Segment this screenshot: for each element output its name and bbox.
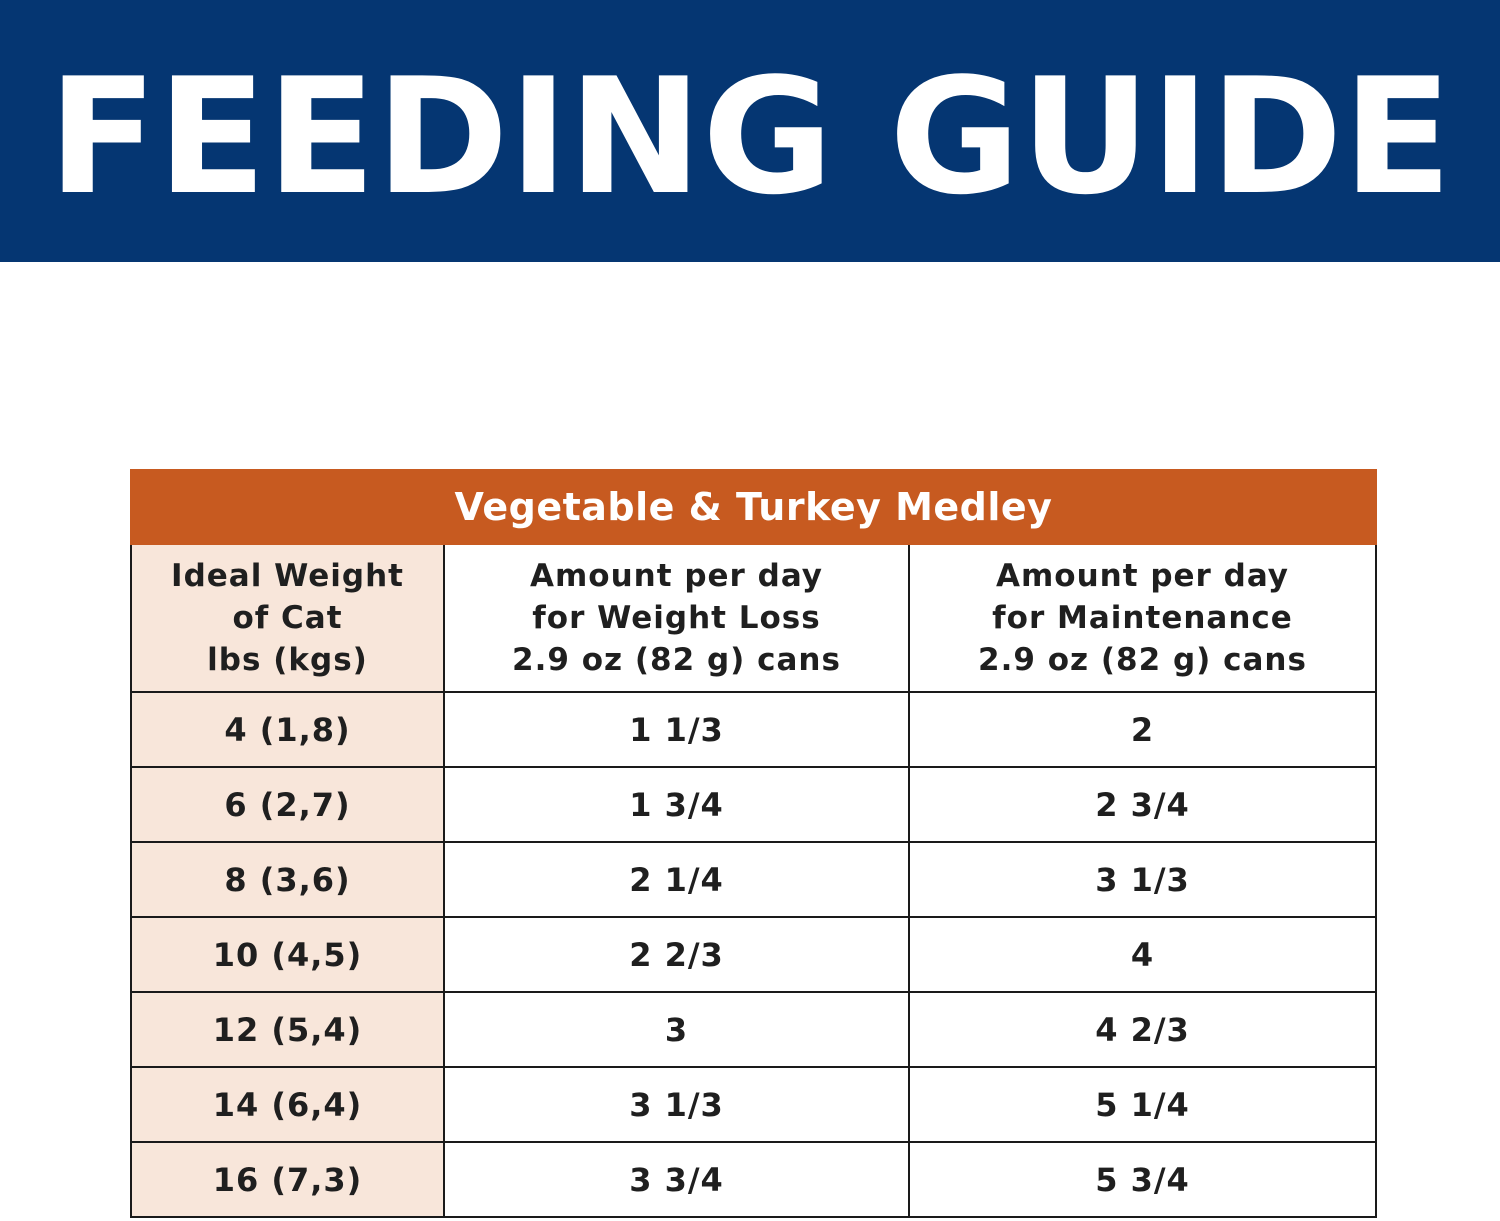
maintenance-cell: 2 3/4 — [908, 766, 1377, 843]
weight-cell: 14 (6,4) — [130, 1066, 445, 1143]
table-title: Vegetable & Turkey Medley — [130, 469, 1377, 545]
table-row: 14 (6,4) 3 1/3 5 1/4 — [130, 1066, 1377, 1143]
weight-cell: 16 (7,3) — [130, 1141, 445, 1218]
header-ideal-weight: Ideal Weight of Cat lbs (kgs) — [130, 543, 445, 693]
weight-loss-cell: 1 3/4 — [443, 766, 910, 843]
header-banner: FEEDING GUIDE — [0, 0, 1500, 262]
weight-cell: 12 (5,4) — [130, 991, 445, 1068]
maintenance-cell: 5 1/4 — [908, 1066, 1377, 1143]
header-line: for Weight Loss — [532, 600, 821, 636]
weight-cell: 8 (3,6) — [130, 841, 445, 918]
weight-loss-cell: 3 1/3 — [443, 1066, 910, 1143]
maintenance-cell: 2 — [908, 691, 1377, 768]
table-row: 6 (2,7) 1 3/4 2 3/4 — [130, 766, 1377, 843]
header-line: 2.9 oz (82 g) cans — [512, 642, 841, 678]
weight-cell: 4 (1,8) — [130, 691, 445, 768]
weight-loss-cell: 3 3/4 — [443, 1141, 910, 1218]
maintenance-cell: 3 1/3 — [908, 841, 1377, 918]
table-row: 4 (1,8) 1 1/3 2 — [130, 691, 1377, 768]
header-line: 2.9 oz (82 g) cans — [978, 642, 1307, 678]
header-line: lbs (kgs) — [207, 642, 368, 678]
header-weight-loss: Amount per day for Weight Loss 2.9 oz (8… — [443, 543, 910, 693]
header-line: of Cat — [232, 600, 343, 636]
maintenance-cell: 5 3/4 — [908, 1141, 1377, 1218]
table-row: 12 (5,4) 3 4 2/3 — [130, 991, 1377, 1068]
header-line: Amount per day — [996, 558, 1289, 594]
weight-cell: 6 (2,7) — [130, 766, 445, 843]
header-line: for Maintenance — [992, 600, 1293, 636]
page-title: FEEDING GUIDE — [47, 43, 1453, 230]
header-line: Amount per day — [530, 558, 823, 594]
weight-cell: 10 (4,5) — [130, 916, 445, 993]
maintenance-cell: 4 2/3 — [908, 991, 1377, 1068]
weight-loss-cell: 2 1/4 — [443, 841, 910, 918]
weight-loss-cell: 3 — [443, 991, 910, 1068]
table-row: 10 (4,5) 2 2/3 4 — [130, 916, 1377, 993]
table-title-row: Vegetable & Turkey Medley — [130, 469, 1377, 545]
maintenance-cell: 4 — [908, 916, 1377, 993]
feeding-table: Vegetable & Turkey Medley Ideal Weight o… — [130, 469, 1377, 1218]
weight-loss-cell: 1 1/3 — [443, 691, 910, 768]
table-row: 8 (3,6) 2 1/4 3 1/3 — [130, 841, 1377, 918]
header-line: Ideal Weight — [171, 558, 404, 594]
table-header-row: Ideal Weight of Cat lbs (kgs) Amount per… — [130, 543, 1377, 693]
table-row: 16 (7,3) 3 3/4 5 3/4 — [130, 1141, 1377, 1218]
header-maintenance: Amount per day for Maintenance 2.9 oz (8… — [908, 543, 1377, 693]
weight-loss-cell: 2 2/3 — [443, 916, 910, 993]
